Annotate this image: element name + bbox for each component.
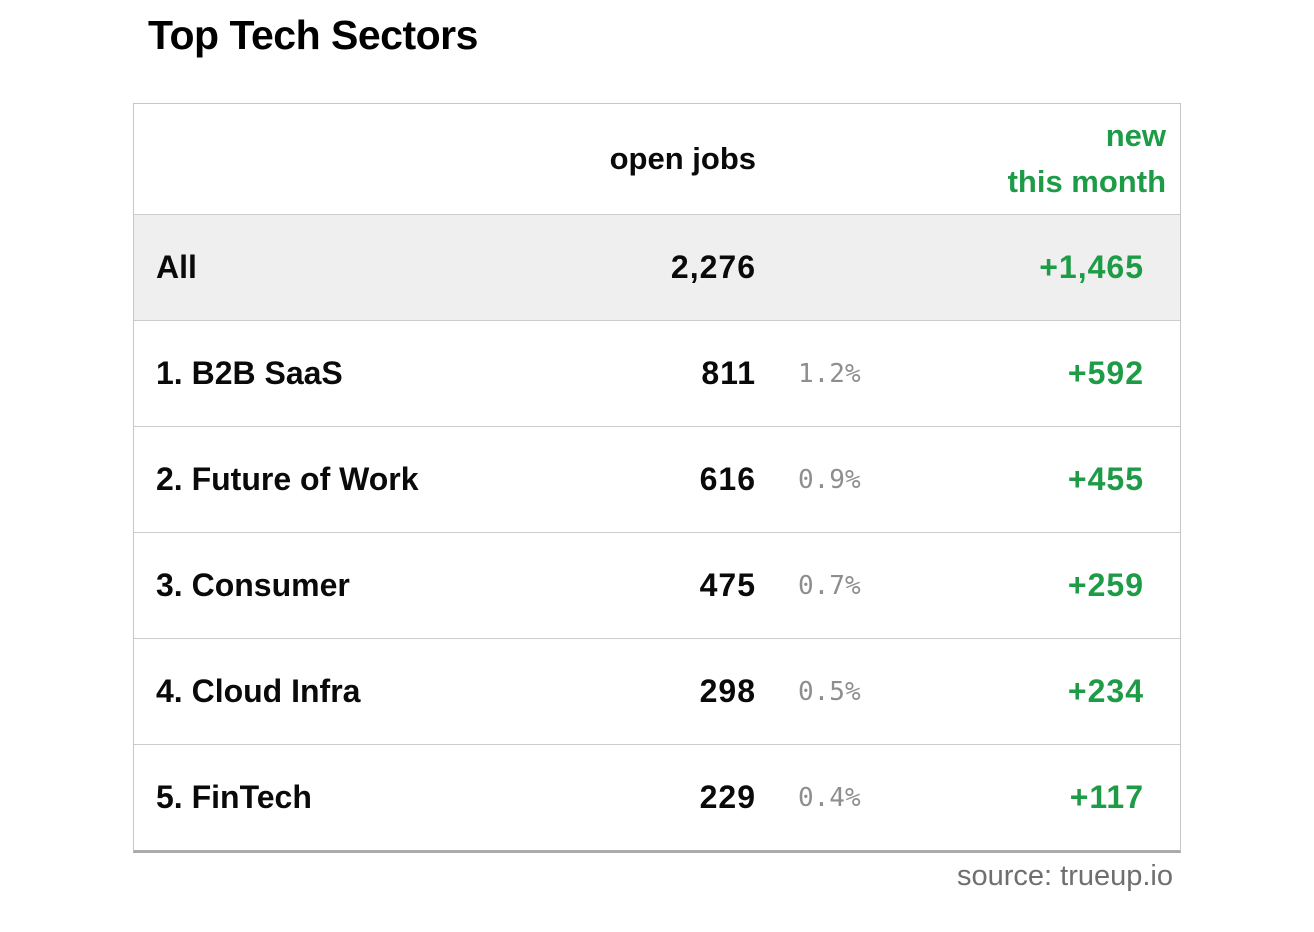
pct-value: 0.4%: [798, 782, 861, 813]
new-this-month-value: +1,465: [1039, 249, 1144, 285]
new-this-month-value: +259: [1067, 567, 1144, 603]
new-this-month-value: +117: [1069, 779, 1144, 815]
open-jobs-value: 475: [699, 567, 756, 603]
table-row-fintech: 5. FinTech 229 0.4% +117: [134, 744, 1180, 850]
pct-value: 1.2%: [798, 358, 861, 389]
header-new-line2: this month: [1007, 164, 1166, 199]
open-jobs-value: 811: [701, 355, 756, 391]
new-this-month-value: +455: [1067, 461, 1144, 497]
sector-name: All: [156, 249, 197, 285]
page-title: Top Tech Sectors: [148, 12, 478, 58]
pct-value: 0.7%: [798, 570, 861, 601]
table-row-all: All 2,276 +1,465: [134, 214, 1180, 320]
sector-name: 1. B2B SaaS: [156, 355, 343, 391]
sector-name: 2. Future of Work: [156, 461, 419, 497]
table-row-b2b-saas: 1. B2B SaaS 811 1.2% +592: [134, 320, 1180, 426]
source-attribution: source: trueup.io: [956, 860, 1173, 892]
table-row-cloud-infra: 4. Cloud Infra 298 0.5% +234: [134, 638, 1180, 744]
header-new-this-month: new this month: [946, 113, 1180, 205]
open-jobs-value: 229: [699, 779, 756, 815]
top-tech-sectors-table: open jobs new this month All 2,276 +1,46…: [133, 103, 1181, 853]
pct-value: 0.5%: [798, 676, 861, 707]
open-jobs-value: 616: [699, 461, 756, 497]
sector-name: 3. Consumer: [156, 567, 350, 603]
new-this-month-value: +234: [1067, 673, 1144, 709]
table-row-future-of-work: 2. Future of Work 616 0.9% +455: [134, 426, 1180, 532]
sector-name: 5. FinTech: [156, 779, 312, 815]
sector-name: 4. Cloud Infra: [156, 673, 361, 709]
table-header-row: open jobs new this month: [134, 104, 1180, 214]
open-jobs-value: 298: [699, 673, 756, 709]
header-open-jobs: open jobs: [609, 141, 756, 176]
new-this-month-value: +592: [1067, 355, 1144, 391]
pct-value: 0.9%: [798, 464, 861, 495]
header-new-line1: new: [1105, 118, 1166, 153]
table-row-consumer: 3. Consumer 475 0.7% +259: [134, 532, 1180, 638]
open-jobs-value: 2,276: [670, 249, 756, 285]
